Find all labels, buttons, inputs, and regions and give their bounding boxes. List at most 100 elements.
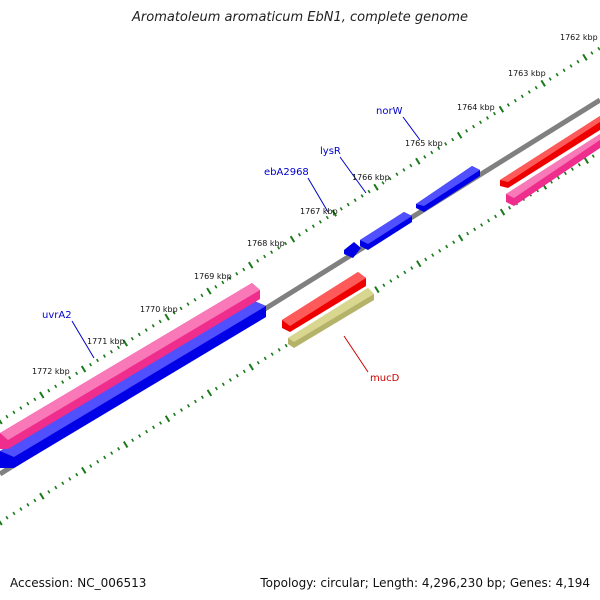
minor-tick — [480, 223, 484, 227]
minor-tick — [172, 310, 176, 315]
major-tick — [499, 208, 506, 216]
minor-tick — [179, 306, 183, 311]
minor-tick — [346, 202, 350, 207]
major-tick — [164, 313, 170, 321]
minor-tick — [256, 360, 260, 365]
minor-tick — [478, 120, 483, 125]
minor-tick — [138, 434, 142, 438]
minor-tick — [242, 267, 246, 272]
tick-label: 1767 kbp — [300, 207, 338, 216]
minor-tick — [506, 103, 510, 107]
tick-label: 1770 kbp — [140, 305, 178, 314]
minor-tick — [96, 459, 100, 464]
minor-tick — [570, 167, 574, 171]
minor-tick — [5, 515, 9, 520]
minor-tick — [19, 507, 23, 511]
tick-label: 1764 kbp — [457, 103, 495, 112]
major-tick — [583, 156, 589, 164]
cds-arrow[interactable] — [344, 242, 361, 258]
major-tick — [206, 287, 212, 295]
minor-tick — [520, 94, 524, 99]
tick-label: 1763 kbp — [508, 69, 546, 78]
minor-tick — [103, 455, 107, 460]
accession-text: Accession: NC_006513 — [10, 576, 147, 590]
minor-tick — [597, 46, 600, 51]
minor-tick — [402, 168, 406, 172]
minor-tick — [242, 369, 246, 374]
minor-tick — [396, 274, 400, 279]
cds-bar-top — [500, 116, 600, 182]
gene-label-lysR[interactable]: lysR — [320, 146, 341, 157]
tick-label: 1766 kbp — [352, 173, 390, 182]
major-tick — [457, 234, 464, 242]
minor-tick — [186, 404, 190, 408]
minor-tick — [325, 215, 329, 220]
minor-tick — [410, 266, 414, 270]
minor-tick — [556, 175, 560, 180]
minor-tick — [75, 371, 79, 376]
minor-tick — [445, 244, 449, 249]
cds-arrow-top — [360, 212, 412, 244]
cds-arrow-top — [416, 166, 480, 206]
minor-tick — [200, 293, 204, 298]
minor-tick — [152, 425, 156, 430]
minor-tick — [465, 129, 469, 133]
minor-tick — [534, 85, 538, 90]
minor-tick — [591, 154, 595, 158]
genome-summary-text: Topology: circular; Length: 4,296,230 bp… — [260, 576, 590, 590]
minor-tick — [277, 246, 281, 250]
minor-tick — [235, 272, 239, 276]
minor-tick — [89, 464, 93, 468]
major-tick — [122, 441, 129, 449]
minor-tick — [221, 280, 225, 285]
gene-label-ebA2968[interactable]: ebA2968 — [264, 167, 309, 178]
minor-tick — [494, 214, 498, 219]
gene-label-mucD[interactable]: mucD — [370, 373, 400, 384]
major-tick — [416, 260, 422, 268]
minor-tick — [563, 171, 567, 176]
gene-label-uvrA2[interactable]: uvrA2 — [42, 310, 72, 321]
leader-line-uvrA2 — [71, 320, 95, 359]
minor-tick — [423, 155, 427, 159]
minor-tick — [193, 399, 197, 404]
minor-tick — [424, 257, 428, 262]
major-tick — [122, 339, 129, 347]
tick-label: 1762 kbp — [560, 33, 598, 42]
minor-tick — [381, 181, 385, 185]
minor-tick — [339, 207, 343, 211]
minor-tick — [382, 283, 386, 288]
tick-label: 1768 kbp — [247, 239, 285, 248]
major-tick — [206, 389, 213, 397]
minor-tick — [75, 472, 79, 477]
minor-tick — [47, 490, 51, 494]
minor-tick — [12, 511, 16, 516]
minor-tick — [569, 64, 573, 68]
minor-tick — [117, 447, 121, 451]
major-tick — [498, 105, 505, 113]
minor-tick — [263, 254, 267, 259]
major-tick — [0, 520, 3, 526]
minor-tick — [26, 401, 30, 406]
major-tick — [415, 157, 421, 165]
minor-tick — [144, 328, 148, 332]
minor-tick — [54, 485, 58, 490]
tick-label: 1765 kbp — [405, 139, 443, 148]
leader-line-lysR — [339, 156, 367, 194]
minor-tick — [548, 77, 552, 81]
minor-tick — [444, 142, 448, 146]
minor-tick — [360, 194, 364, 198]
outer-tick-track — [0, 46, 600, 425]
forward-gene-track — [0, 134, 600, 449]
minor-tick — [270, 352, 274, 356]
minor-tick — [388, 176, 392, 181]
minor-tick — [555, 72, 559, 77]
minor-tick — [270, 250, 274, 254]
minor-tick — [221, 382, 225, 387]
gene-label-norW[interactable]: norW — [376, 106, 403, 117]
map-title: Aromatoleum aromaticum EbN1, complete ge… — [132, 10, 468, 25]
minor-tick — [159, 421, 163, 425]
minor-tick — [304, 228, 308, 233]
reverse-cds-track — [282, 116, 600, 332]
minor-tick — [389, 279, 393, 283]
